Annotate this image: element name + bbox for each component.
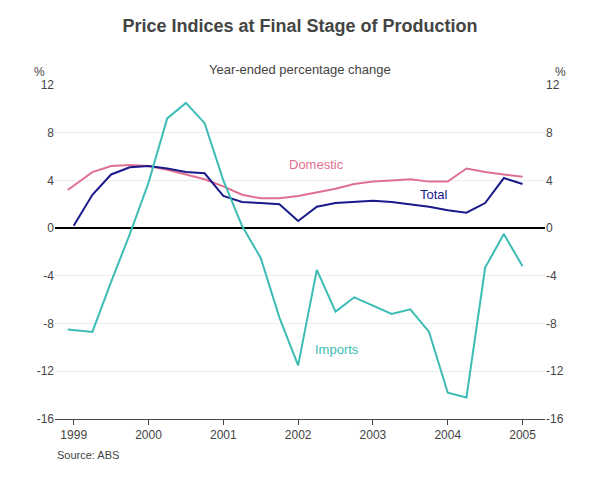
svg-text:12: 12 [546,78,560,92]
svg-text:2002: 2002 [285,428,312,442]
svg-text:Total: Total [420,187,448,202]
svg-text:-12: -12 [546,364,564,378]
svg-text:Year-ended percentage change: Year-ended percentage change [209,62,391,77]
svg-text:-4: -4 [546,269,557,283]
svg-text:12: 12 [41,78,55,92]
svg-text:4: 4 [546,174,553,188]
svg-text:Price Indices at Final Stage o: Price Indices at Final Stage of Producti… [122,16,477,36]
svg-text:4: 4 [47,174,54,188]
svg-text:0: 0 [546,221,553,235]
svg-text:8: 8 [546,126,553,140]
svg-text:-8: -8 [43,317,54,331]
svg-text:2003: 2003 [360,428,387,442]
svg-text:-16: -16 [37,412,55,426]
svg-text:1999: 1999 [60,428,87,442]
svg-text:Imports: Imports [315,342,359,357]
svg-text:2004: 2004 [434,428,461,442]
svg-text:0: 0 [47,221,54,235]
svg-text:Source: ABS: Source: ABS [57,449,119,461]
svg-text:Domestic: Domestic [289,157,344,172]
svg-text:2005: 2005 [509,428,536,442]
svg-text:%: % [555,65,566,79]
svg-text:-16: -16 [546,412,564,426]
svg-text:8: 8 [47,126,54,140]
svg-text:-8: -8 [546,317,557,331]
svg-text:-12: -12 [37,364,55,378]
svg-text:-4: -4 [43,269,54,283]
svg-text:2001: 2001 [210,428,237,442]
svg-text:%: % [34,65,45,79]
svg-text:2000: 2000 [135,428,162,442]
